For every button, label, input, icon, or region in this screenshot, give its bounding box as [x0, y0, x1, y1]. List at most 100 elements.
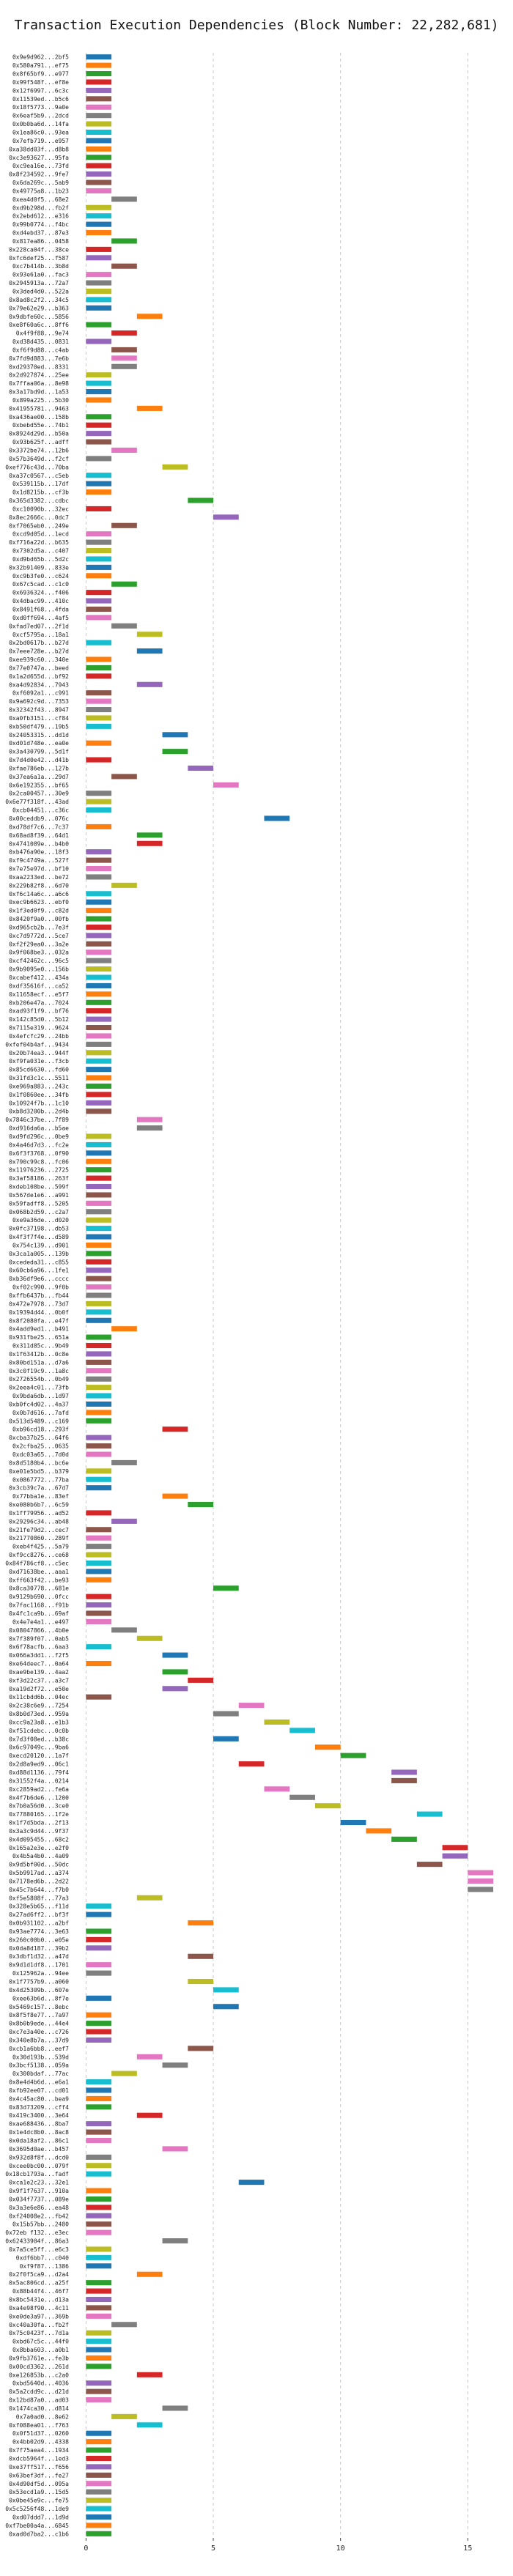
y-tick-label: 0xd29370ed...8331 — [9, 363, 69, 370]
y-tick-label: 0x068b2d59...c2a7 — [9, 1209, 69, 1215]
y-tick-label: 0x125962a...94ee — [12, 1970, 69, 1977]
y-tick-label: 0x4bb02d9...4338 — [12, 2439, 69, 2446]
y-tick-label: 0xd01d748e...ea0e — [9, 740, 69, 747]
transaction-bar — [86, 615, 112, 621]
y-tick-label: 0xc7b414b...3b8d — [12, 263, 69, 270]
y-tick-label: 0x034f7737...089e — [9, 2196, 69, 2202]
y-tick-label: 0x340e8b7a...37d9 — [9, 2037, 69, 2043]
transaction-bar — [86, 1694, 112, 1700]
y-tick-label: 0x4741089e...b4b0 — [9, 840, 69, 847]
transaction-bar — [86, 2154, 112, 2160]
transaction-bar — [86, 1602, 112, 1608]
y-tick-label: 0x2eea4c01...73fb — [9, 1385, 69, 1391]
transaction-bar — [86, 2079, 112, 2085]
y-tick-label: 0xcc9a23a8...e1b3 — [9, 1719, 69, 1725]
y-tick-label: 0x932d8f8f...dcd0 — [9, 2154, 69, 2161]
transaction-bar — [162, 2405, 188, 2411]
y-tick-label: 0xe0de3a97...369b — [9, 2313, 69, 2320]
transaction-bar — [468, 1878, 494, 1884]
y-tick-label: 0x18f5773...9a0e — [12, 104, 69, 111]
transaction-bar — [86, 916, 112, 922]
y-tick-label: 0xd9bd65b...5d2c — [12, 556, 69, 563]
y-tick-label: 0xf088ea01...f763 — [9, 2422, 69, 2429]
transaction-bar — [86, 1510, 112, 1516]
transaction-bar — [391, 1777, 417, 1783]
transaction-bar — [86, 163, 112, 169]
transaction-bar — [238, 1761, 265, 1767]
transaction-bar — [86, 1410, 112, 1415]
transaction-bar — [111, 196, 137, 202]
transaction-bar — [442, 1845, 468, 1851]
y-tick-label: 0xdf6bb7...c040 — [16, 2254, 69, 2261]
y-tick-label: 0xf24008e2...fb42 — [9, 2213, 69, 2219]
transaction-bar — [86, 456, 112, 462]
y-tick-label: 0xb0fc4d02...4a37 — [9, 1401, 69, 1407]
transaction-bar — [86, 1544, 112, 1550]
y-tick-label: 0x3a430799...5d1f — [9, 749, 69, 755]
y-tick-label: 0x8f2080fa...e47f — [9, 1317, 69, 1324]
transaction-bar — [86, 431, 112, 437]
transaction-bar — [86, 1535, 112, 1541]
y-tick-label: 0x1d8215b...cf3b — [12, 489, 69, 496]
y-tick-label: 0x8ad8c2f2...34c5 — [9, 297, 69, 303]
y-tick-label: 0xa0fb3151...cf84 — [9, 715, 69, 722]
transaction-bar — [86, 129, 112, 136]
y-tick-label: 0xd88d1136...79f4 — [9, 1769, 69, 1776]
transaction-bar — [86, 1936, 112, 1942]
y-tick-label: 0x6e77f318f...43ad — [5, 799, 69, 805]
y-tick-label: 0x300bdaf...77ac — [12, 2070, 69, 2077]
transaction-bar — [136, 2054, 163, 2059]
y-tick-label: 0xcb04451...c36c — [12, 807, 69, 814]
transaction-bar — [86, 272, 112, 278]
transaction-bar — [86, 79, 112, 85]
y-tick-label: 0x6f78acfb...6aa3 — [9, 1644, 69, 1651]
y-tick-label: 0xf9c4749a...527f — [9, 857, 69, 864]
y-tick-label: 0x62433904f...86a3 — [5, 2238, 69, 2245]
y-tick-label: 0x9f1f7637...910a — [9, 2188, 69, 2194]
transaction-bar — [111, 522, 137, 528]
y-tick-label: 0xa37c0567...c5eb — [9, 473, 69, 479]
transaction-bar — [188, 1677, 214, 1683]
transaction-bar — [86, 849, 112, 855]
y-tick-label: 0x7302d5a...c407 — [12, 548, 69, 555]
y-tick-label: 0x1a2d655d...bf92 — [9, 673, 69, 680]
transaction-bar — [86, 2029, 112, 2035]
y-tick-label: 0x6e192355...bf65 — [9, 782, 69, 788]
y-tick-label: 0xcf5795a...18a1 — [12, 632, 69, 638]
y-tick-label: 0xdcb5964f...1ed3 — [9, 2456, 69, 2462]
y-tick-label: 0x93ae7774...3e63 — [9, 1928, 69, 1935]
transaction-bar — [340, 1819, 366, 1826]
transaction-bar — [86, 2171, 112, 2177]
transaction-bar — [162, 2062, 188, 2068]
y-tick-label: 0x817ea86...0458 — [12, 238, 69, 245]
transaction-bar — [86, 255, 112, 261]
transaction-bar — [111, 1459, 137, 1465]
y-tick-label: 0x0b7d616...7afd — [12, 1410, 69, 1416]
y-tick-label: 0xff663f42...be93 — [9, 1577, 69, 1583]
y-tick-label: 0x8b0d73ed...959a — [9, 1711, 69, 1717]
transaction-bar — [86, 673, 112, 679]
y-tick-label: 0x5469c157...8ebc — [9, 2004, 69, 2010]
transaction-bar — [86, 874, 112, 880]
transaction-bar — [86, 87, 112, 93]
y-tick-label: 0x99f548f...ef8e — [12, 79, 69, 86]
y-tick-label: 0xf6092a1...c991 — [12, 690, 69, 697]
transaction-bar — [86, 1334, 112, 1340]
transaction-bar — [86, 2188, 112, 2194]
transaction-bar — [86, 2095, 112, 2101]
y-tick-label: 0x77bba1e...83ef — [12, 1493, 69, 1500]
transaction-bar — [111, 2413, 137, 2419]
transaction-bar — [188, 2046, 214, 2051]
y-tick-label: 0xae9be139...4aa2 — [9, 1669, 69, 1676]
transaction-bar — [86, 1067, 112, 1073]
y-tick-label: 0x1474ca30...d814 — [9, 2405, 69, 2412]
y-tick-label: 0x7efb719...e957 — [12, 138, 69, 144]
y-tick-label: 0x63bef3df...fe27 — [9, 2472, 69, 2479]
y-tick-label: 0x3bcf5138...059a — [9, 2062, 69, 2069]
y-tick-label: 0xbebd55e...74b1 — [12, 422, 69, 429]
transaction-bar — [86, 2087, 112, 2093]
y-tick-label: 0x260c00b0...e05e — [9, 1936, 69, 1943]
y-tick-label: 0x165a2e3e...e2f0 — [9, 1845, 69, 1851]
transaction-bar — [86, 2280, 112, 2286]
y-tick-label: 0x6da269c...5ab9 — [12, 179, 69, 186]
